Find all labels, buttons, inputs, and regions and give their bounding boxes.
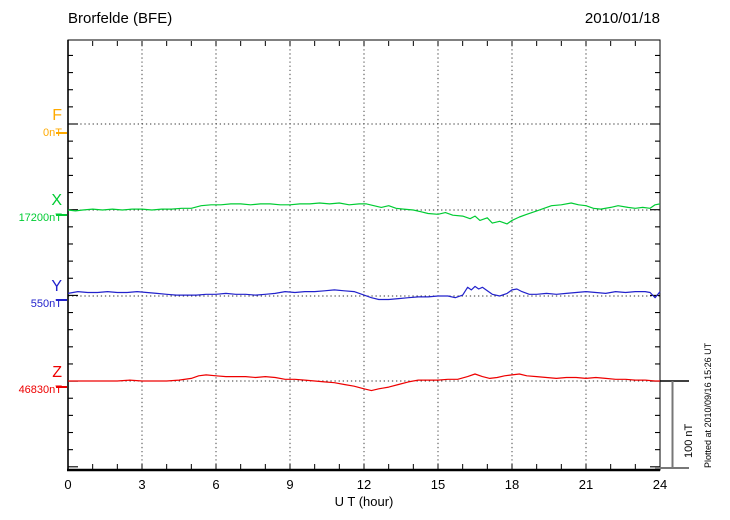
channel-label-Y: Y 550nT <box>0 279 62 310</box>
channel-name-Z: Z <box>52 364 62 381</box>
x-tick-label: 24 <box>652 477 668 492</box>
channel-name-Y: Y <box>51 278 62 295</box>
channel-baseline-X: 17200nT <box>18 212 62 224</box>
x-tick-label: 15 <box>430 477 446 492</box>
channel-label-F: F 0nT <box>0 108 62 139</box>
plotted-at-note: Plotted at 2010/09/16 15:26 UT <box>703 342 713 468</box>
x-tick-label: 9 <box>286 477 294 492</box>
station-title: Brorfelde (BFE) <box>68 10 173 27</box>
channel-baseline-Y: 550nT <box>30 298 62 310</box>
x-axis-label: U T (hour) <box>334 494 394 509</box>
channel-baseline-Z: 46830nT <box>18 384 62 396</box>
channel-baseline-F: 0nT <box>43 127 62 139</box>
plot-date: 2010/01/18 <box>584 10 660 27</box>
x-tick-label: 12 <box>356 477 372 492</box>
channel-label-X: X 17200nT <box>0 193 62 224</box>
x-tick-label: 3 <box>138 477 146 492</box>
channel-name-F: F <box>52 107 62 124</box>
channel-label-Z: Z 46830nT <box>0 365 62 396</box>
scale-bar-label: 100 nT <box>683 423 695 458</box>
x-tick-label: 21 <box>578 477 594 492</box>
x-tick-label: 6 <box>212 477 220 492</box>
x-tick-label: 18 <box>504 477 520 492</box>
channel-name-X: X <box>51 192 62 209</box>
x-tick-label: 0 <box>64 477 72 492</box>
